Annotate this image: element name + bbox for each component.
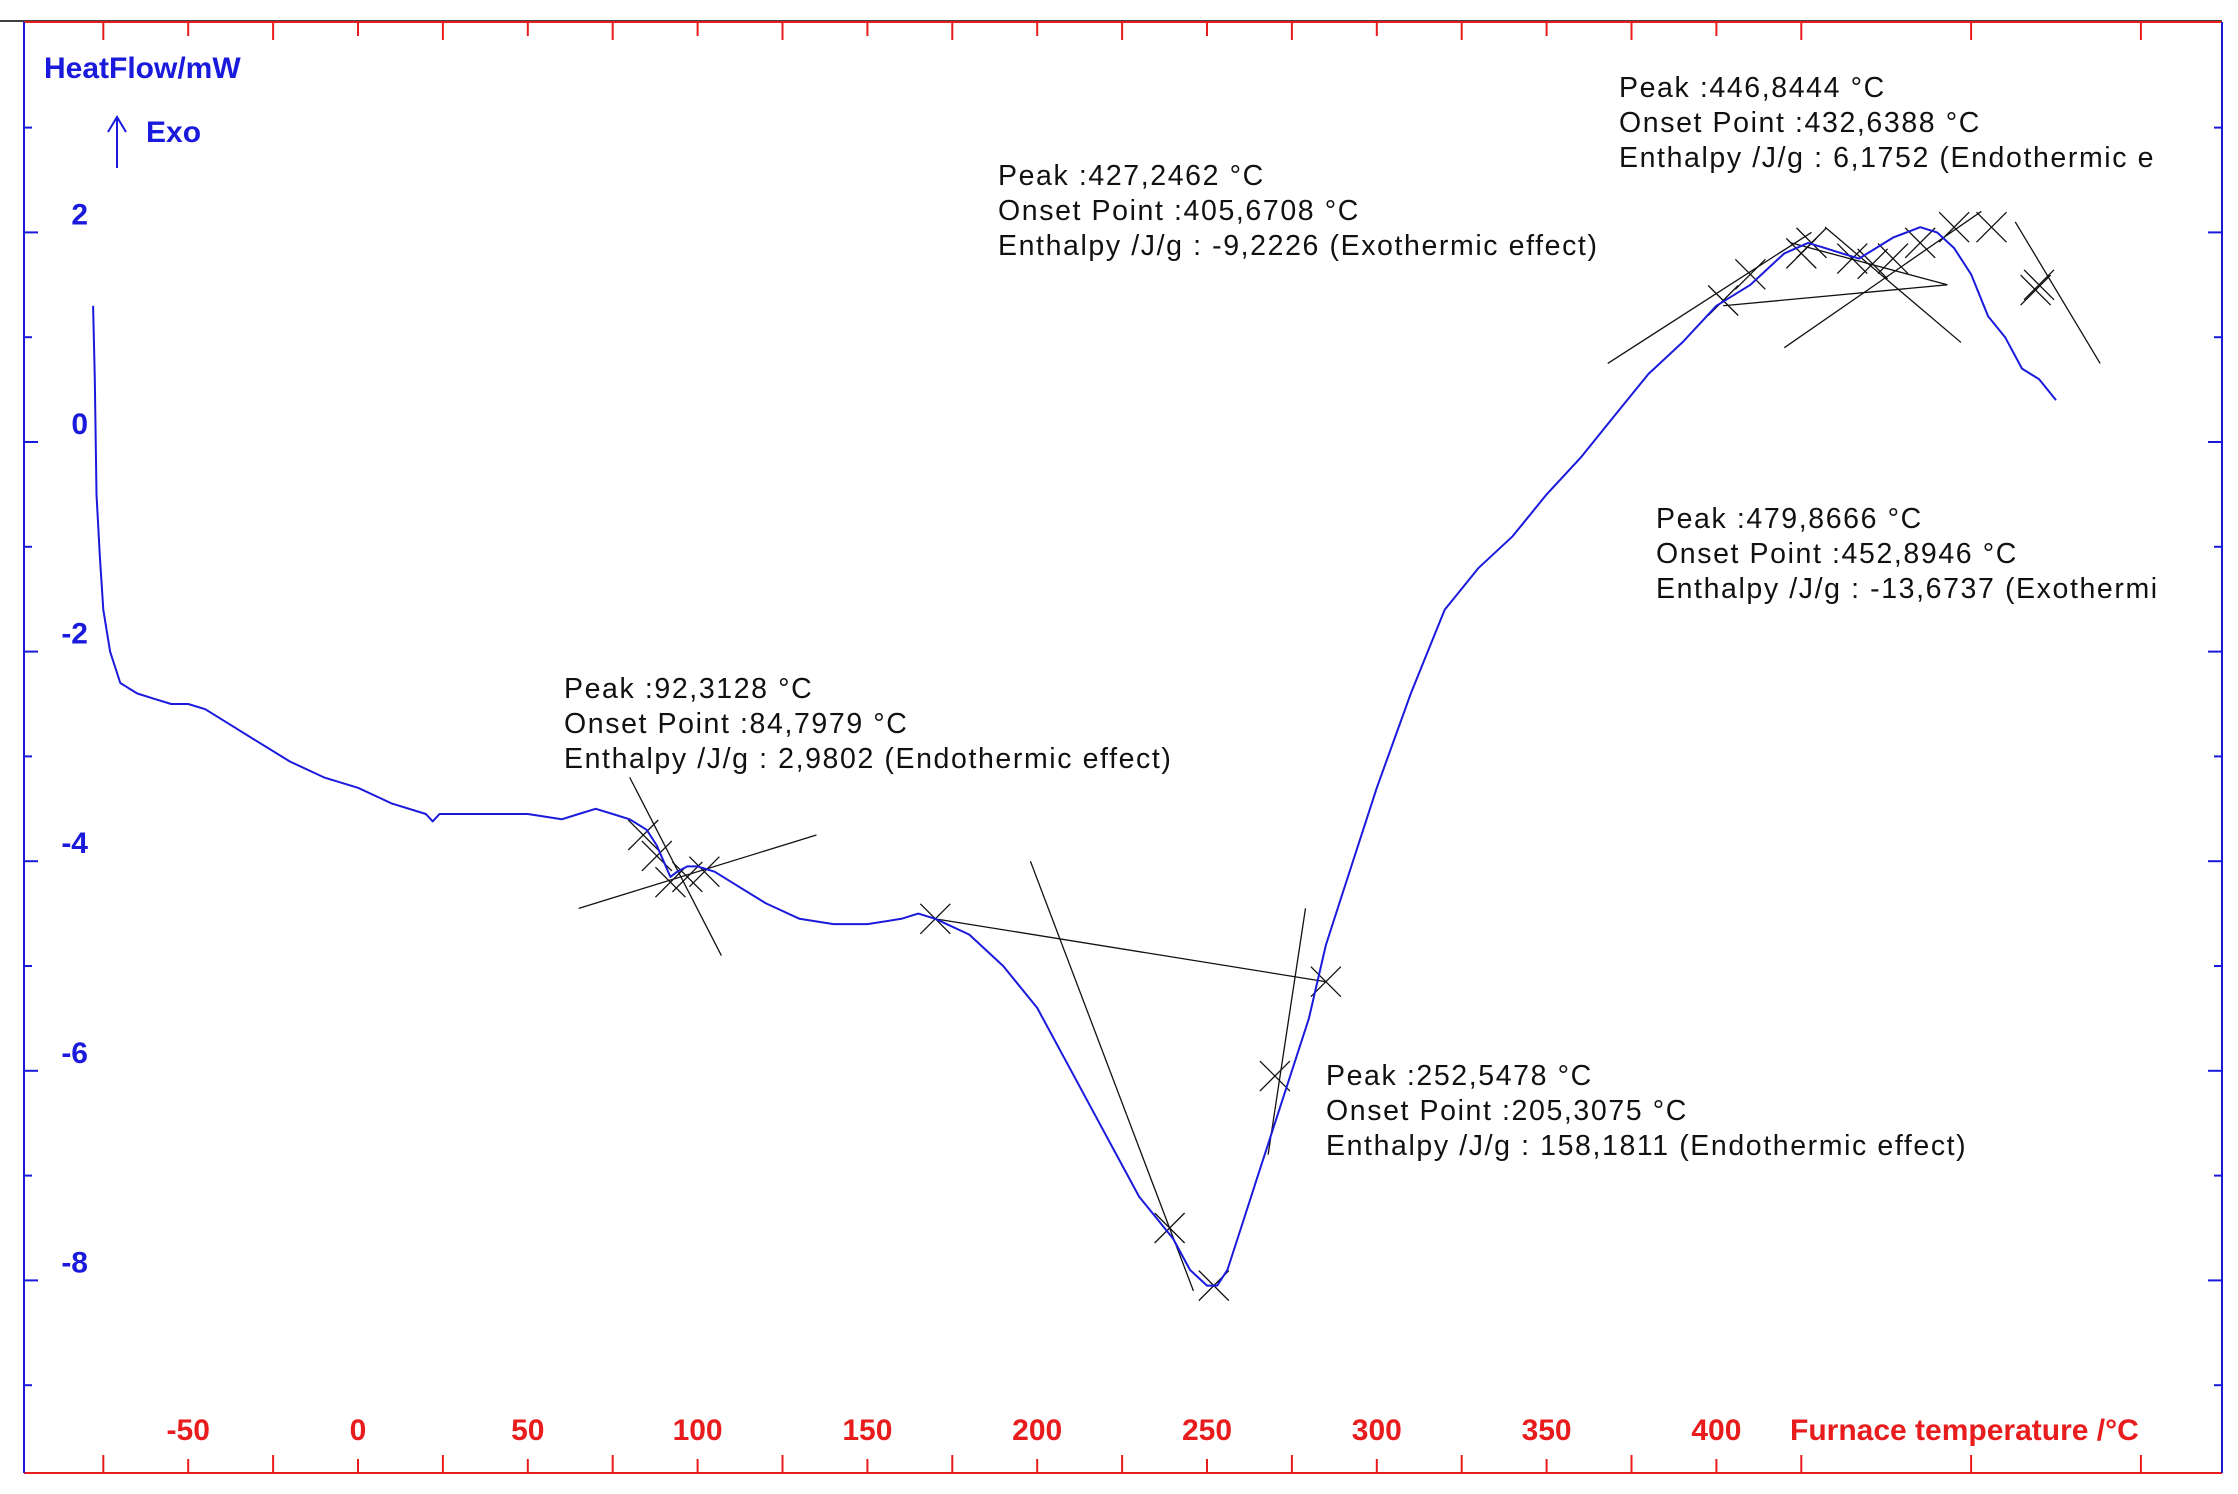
x-axis-title: Furnace temperature /°C — [1790, 1414, 2139, 1447]
exo-label: Exo — [146, 116, 201, 149]
y-tick-label: -4 — [61, 827, 88, 860]
marker-cross — [1976, 211, 2007, 243]
x-tick-label: 50 — [511, 1414, 544, 1447]
marker-cross — [1836, 243, 1868, 275]
marker-cross — [654, 866, 686, 898]
y-tick-label: -6 — [61, 1037, 88, 1070]
marker-cross-stroke — [1734, 258, 1766, 290]
marker-cross-stroke — [1259, 1060, 1291, 1092]
marker-cross-stroke — [1857, 248, 1889, 280]
marker-cross-stroke — [688, 856, 720, 888]
annotation-peak-427-onset: Onset Point :405,6708 °C — [998, 195, 1360, 227]
x-tick-label: -50 — [167, 1414, 210, 1447]
annotation-peak-479: Peak :479,8666 °C Onset Point :452,8946 … — [1656, 503, 2159, 605]
annotation-peak-446-onset: Onset Point :432,6388 °C — [1619, 107, 1981, 139]
annotation-peak-252-enthalpy: Enthalpy /J/g : 158,1811 (Endothermic ef… — [1326, 1130, 1967, 1162]
marker-cross-stroke — [1938, 211, 1970, 243]
marker-cross — [641, 840, 673, 872]
x-tick-label: 400 — [1691, 1414, 1741, 1447]
marker-cross-stroke — [1796, 227, 1827, 259]
marker-cross-stroke — [1836, 243, 1868, 275]
y-tick-label: 0 — [71, 408, 88, 441]
heatflow-curves — [92, 226, 2057, 1287]
marker-cross — [1154, 1212, 1186, 1244]
annotation-peak-427-peak: Peak :427,2462 °C — [998, 160, 1265, 192]
annotation-peak-479-onset: Onset Point :452,8946 °C — [1656, 538, 2018, 570]
marker-cross-stroke — [1904, 227, 1936, 259]
marker-cross-stroke — [1976, 211, 2007, 243]
marker-cross — [1259, 1060, 1291, 1092]
construction-line — [1607, 231, 1812, 364]
x-tick-label: 250 — [1182, 1414, 1232, 1447]
marker-cross-stroke — [2023, 269, 2055, 301]
construction-line — [2014, 221, 2101, 364]
marker-cross-stroke — [627, 819, 659, 851]
marker-cross — [1877, 243, 1909, 275]
marker-cross — [2023, 269, 2055, 301]
construction-line — [629, 777, 722, 956]
x-axis-ticks: -50 0 50 100 150 200 250 300 350 400 — [102, 22, 2142, 1473]
exo-arrow-head-icon — [107, 115, 127, 133]
annotation-peak-446: Peak :446,8444 °C Onset Point :432,6388 … — [1619, 72, 2155, 174]
construction-line — [1783, 210, 1982, 349]
marker-cross — [1904, 227, 1936, 259]
annotation-peak-479-peak: Peak :479,8666 °C — [1656, 503, 1923, 535]
construction-lines — [578, 210, 2101, 1292]
x-tick-label: 300 — [1352, 1414, 1402, 1447]
marker-cross-stroke — [1877, 243, 1909, 275]
annotation-peak-92-peak: Peak :92,3128 °C — [564, 673, 813, 705]
annotation-peak-92: Peak :92,3128 °C Onset Point :84,7979 °C… — [564, 673, 1173, 775]
construction-line — [935, 918, 1326, 983]
annotation-peak-479-enthalpy: Enthalpy /J/g : -13,6737 (Exothermi — [1656, 573, 2159, 605]
marker-cross-stroke — [2020, 274, 2052, 306]
marker-cross-stroke — [1154, 1212, 1186, 1244]
x-tick-label: 200 — [1012, 1414, 1062, 1447]
marker-cross — [1938, 211, 1970, 243]
construction-line — [1824, 226, 1962, 343]
marker-cross — [1734, 258, 1766, 290]
annotation-peak-446-peak: Peak :446,8444 °C — [1619, 72, 1886, 104]
marker-cross — [688, 856, 720, 888]
x-tick-label: 350 — [1522, 1414, 1572, 1447]
x-tick-label: 100 — [673, 1414, 723, 1447]
x-tick-label: 0 — [350, 1414, 367, 1447]
construction-line — [1267, 908, 1307, 1155]
annotation-peak-427: Peak :427,2462 °C Onset Point :405,6708 … — [998, 160, 1599, 262]
y-tick-label: -8 — [61, 1246, 88, 1279]
marker-cross — [627, 819, 659, 851]
annotation-peak-427-enthalpy: Enthalpy /J/g : -9,2226 (Exothermic effe… — [998, 230, 1599, 262]
x-tick-label: 150 — [842, 1414, 892, 1447]
y-axis-ticks: 2 0 -2 -4 -6 -8 — [24, 126, 2222, 1387]
marker-cross — [1857, 248, 1889, 280]
construction-line — [1723, 284, 1948, 307]
y-tick-label: 2 — [71, 198, 88, 231]
annotation-peak-446-enthalpy: Enthalpy /J/g : 6,1752 (Endothermic e — [1619, 142, 2155, 174]
annotation-peak-92-onset: Onset Point :84,7979 °C — [564, 708, 908, 740]
y-axis-title: HeatFlow/mW — [44, 52, 241, 85]
construction-line — [578, 834, 817, 909]
marker-cross — [2020, 274, 2052, 306]
heatflow-curve — [92, 226, 2057, 1287]
annotation-peak-252-onset: Onset Point :205,3075 °C — [1326, 1095, 1688, 1127]
construction-line — [1029, 860, 1195, 1292]
marker-cross-stroke — [641, 840, 673, 872]
marker-cross-stroke — [654, 866, 686, 898]
exo-indicator: Exo — [107, 115, 201, 168]
marker-cross — [1796, 227, 1827, 259]
annotation-peak-252-peak: Peak :252,5478 °C — [1326, 1060, 1593, 1092]
y-tick-label: -2 — [61, 618, 88, 651]
annotation-peak-92-enthalpy: Enthalpy /J/g : 2,9802 (Endothermic effe… — [564, 743, 1173, 775]
annotation-peak-252: Peak :252,5478 °C Onset Point :205,3075 … — [1326, 1060, 1967, 1162]
